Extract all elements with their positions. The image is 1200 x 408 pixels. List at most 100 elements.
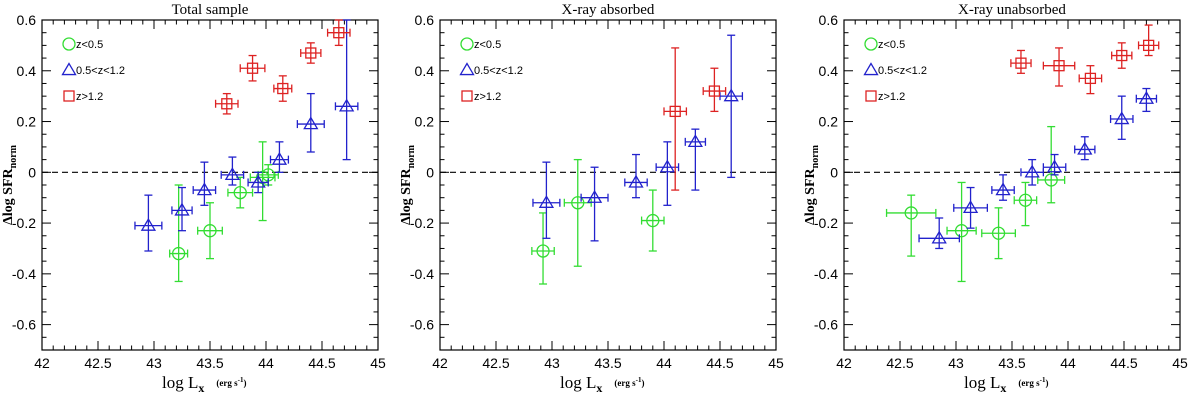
x-tick-label: 43.5: [998, 355, 1025, 371]
legend-marker-triangle: [61, 62, 77, 76]
data-point: [192, 161, 217, 206]
legend-entry: 0.5<z<1.2: [459, 62, 523, 77]
x-tick-label: 42: [432, 355, 448, 371]
series-circle: [885, 125, 1066, 283]
y-tick-label: -0.6: [814, 317, 838, 333]
marker-square: [305, 47, 317, 59]
x-tick-label: 44.5: [706, 355, 733, 371]
legend-entry: z>1.2: [865, 90, 905, 103]
marker-square: [246, 62, 259, 74]
marker-triangle: [339, 98, 355, 112]
legend-entry: 0.5<z<1.2: [863, 62, 927, 77]
marker-square: [1084, 72, 1097, 85]
x-axis-label: log Lx (erg s-1): [964, 373, 1048, 395]
series-square: [214, 19, 351, 115]
y-axis-label: Δlog SFRnorm: [1, 144, 19, 225]
marker-triangle: [1077, 141, 1093, 155]
marker-circle: [1018, 193, 1033, 207]
y-axis-label: Δlog SFRnorm: [803, 144, 821, 225]
data-point: [1037, 125, 1066, 204]
x-tick-label: 42.5: [886, 355, 913, 371]
data-point: [563, 158, 592, 267]
y-axis-label: Δlog SFRnorm: [399, 144, 417, 225]
marker-triangle: [538, 194, 555, 208]
data-point: [684, 128, 707, 191]
data-point: [1010, 49, 1032, 74]
series-triangle: [532, 34, 744, 242]
x-tick-label: 42.5: [482, 355, 509, 371]
y-tick-label: -0.2: [12, 215, 36, 231]
legend-label: 0.5<z<1.2: [878, 65, 927, 77]
data-point: [531, 212, 555, 285]
data-point: [220, 156, 245, 186]
x-tick-label: 42: [836, 355, 852, 371]
marker-triangle: [628, 174, 644, 188]
legend-marker-triangle: [863, 62, 879, 76]
chart-title: X-ray unabsorbed: [958, 2, 1066, 18]
marker-square: [221, 98, 233, 110]
y-tick-label: -0.4: [12, 266, 36, 282]
panel-2: X-ray absorbed 42 42.5 43 43.5 44 44.5 45 -0.6 -0…: [399, 2, 784, 395]
x-tick-label: 43: [948, 355, 964, 371]
y-tick-label: -0.6: [12, 317, 36, 333]
y-tick-label: -0.2: [410, 215, 434, 231]
legend-label: 0.5<z<1.2: [474, 65, 523, 77]
data-point: [214, 92, 239, 115]
data-point: [273, 75, 293, 102]
data-point: [1111, 42, 1133, 69]
data-point: [702, 67, 727, 113]
data-point: [1078, 65, 1103, 95]
data-point: [885, 194, 937, 257]
legend-marker-square: [865, 90, 877, 102]
x-tick-label: 44: [1060, 355, 1076, 371]
data-point: [1074, 136, 1096, 161]
marker-circle: [536, 244, 550, 258]
y-tick-label: 0: [830, 164, 838, 180]
marker-triangle: [1046, 159, 1063, 173]
marker-triangle: [723, 88, 739, 102]
series-triangle: [918, 87, 1158, 250]
legend-label: z>1.2: [474, 91, 501, 103]
marker-triangle: [271, 151, 288, 165]
x-tick-label: 44: [656, 355, 672, 371]
data-point: [296, 92, 325, 153]
y-tick-label: -0.4: [410, 266, 434, 282]
marker-circle: [571, 196, 585, 210]
marker-square: [1015, 57, 1027, 69]
x-axis-label: log Lx (erg s-1): [162, 373, 246, 395]
data-point: [326, 19, 351, 47]
x-tick-label: 44.5: [1110, 355, 1137, 371]
data-point: [1109, 95, 1134, 140]
marker-circle: [904, 206, 918, 220]
legend-entry: z<0.5: [62, 37, 103, 51]
data-point: [991, 174, 1015, 201]
marker-square: [708, 85, 721, 97]
x-tick-label: 42: [34, 355, 50, 371]
data-point: [1042, 47, 1076, 87]
marker-triangle: [174, 202, 190, 216]
panel-3: X-ray unabsorbed 42 42.5 43 43.5 44 44.5 45 -0.6…: [803, 2, 1188, 395]
x-tick-label: 42.5: [84, 355, 111, 371]
legend-marker-square: [461, 90, 473, 102]
data-point: [663, 47, 688, 191]
data-point: [169, 184, 189, 283]
marker-triangle: [687, 134, 703, 148]
marker-square: [333, 27, 345, 39]
chart-title: X-ray absorbed: [562, 2, 655, 18]
legend-marker-circle: [62, 37, 76, 51]
data-point: [1042, 153, 1067, 176]
marker-circle: [203, 224, 217, 238]
legend-marker-circle: [864, 37, 878, 51]
marker-square: [669, 105, 681, 118]
data-point: [532, 161, 561, 239]
data-point: [946, 181, 977, 283]
legend-marker-square: [63, 90, 75, 102]
legend-label: z<0.5: [76, 39, 103, 51]
marker-square: [1142, 39, 1155, 52]
y-tick-label: 0: [426, 164, 434, 180]
y-tick-label: -0.4: [814, 266, 838, 282]
x-tick-label: 43.5: [196, 355, 223, 371]
legend-entry: z<0.5: [460, 37, 501, 51]
x-axis-label: log Lx (erg s-1): [560, 373, 644, 395]
data-point: [227, 176, 254, 209]
